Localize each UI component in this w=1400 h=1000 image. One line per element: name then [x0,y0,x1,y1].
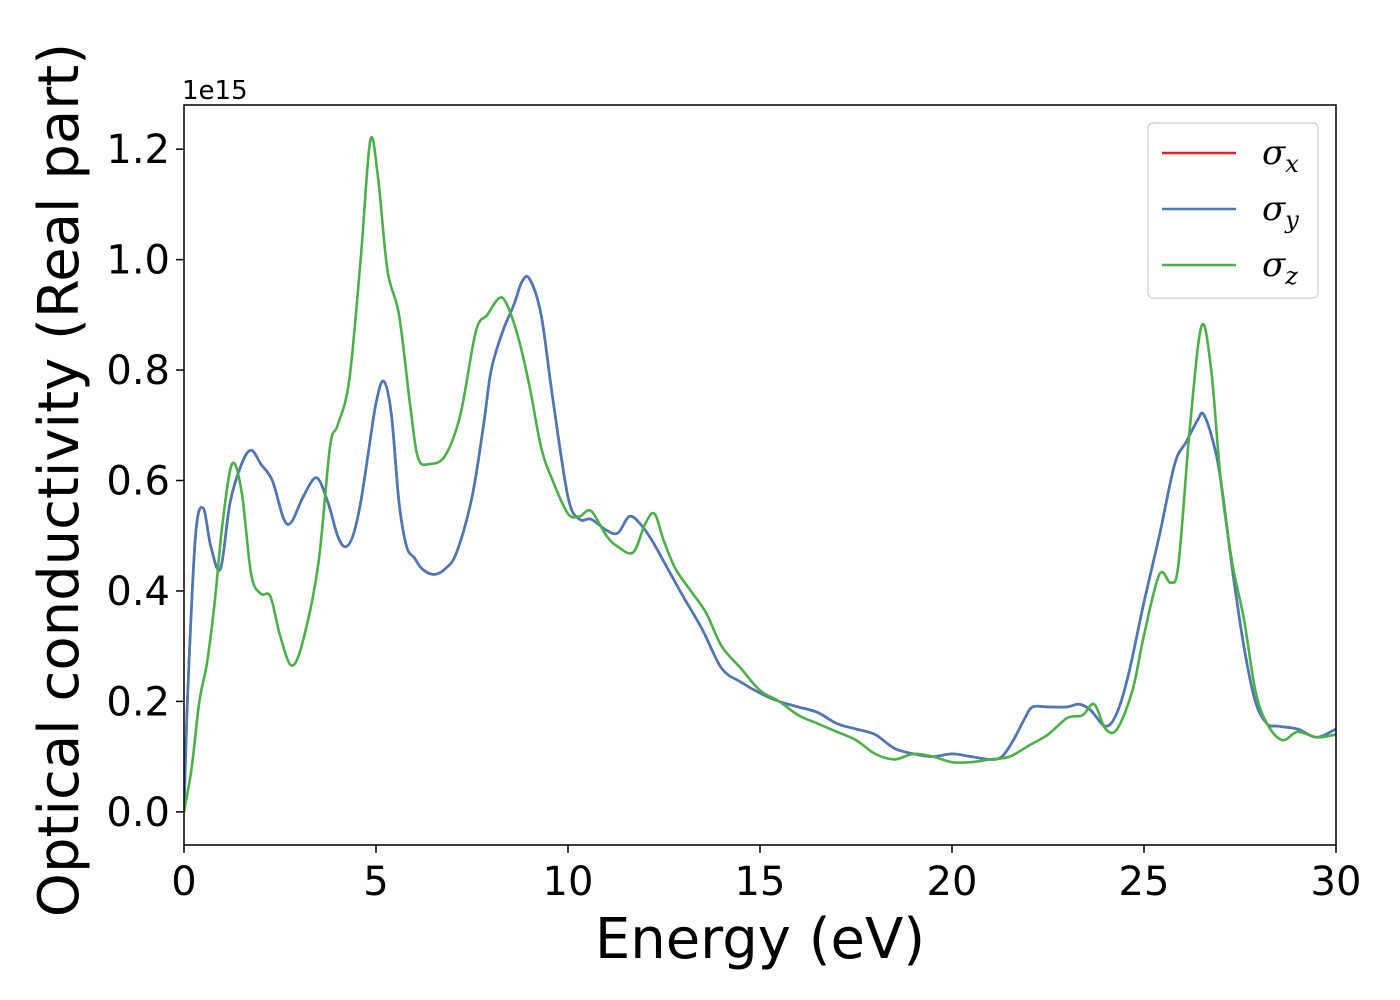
legend-box [1147,122,1319,299]
x-tick-label: 25 [1119,859,1170,905]
legend-label-z: σz [1262,245,1298,290]
y-tick-label: 0.4 [106,569,170,615]
x-axis: 0 5 10 15 20 25 30 [171,845,1361,905]
x-tick-label: 5 [363,859,388,905]
y-tick-label: 0.2 [106,679,170,725]
y-tick-label: 1.2 [106,127,170,173]
y-offset-text: 1e15 [182,76,248,106]
series-line-z [184,136,1336,813]
legend: σx σy σz [1147,122,1319,299]
x-tick-label: 0 [171,859,196,905]
y-axis-label: Optical conductivity (Real part) [27,43,92,917]
x-tick-label: 20 [927,859,978,905]
y-tick-label: 1.0 [106,238,170,284]
x-tick-label: 15 [735,859,786,905]
y-tick-label: 0.0 [106,790,170,836]
y-axis: 0.0 0.2 0.4 0.6 0.8 1.0 1.2 [106,127,184,836]
legend-label-x: σx [1262,133,1299,178]
plot-area [184,136,1336,813]
x-axis-label: Energy (eV) [595,907,925,972]
x-tick-label: 30 [1311,859,1362,905]
legend-label-y: σy [1262,189,1299,234]
x-tick-label: 10 [543,859,594,905]
series-line-y [184,275,1336,812]
y-tick-label: 0.8 [106,348,170,394]
y-tick-label: 0.6 [106,459,170,505]
series-line-x [184,275,1336,812]
